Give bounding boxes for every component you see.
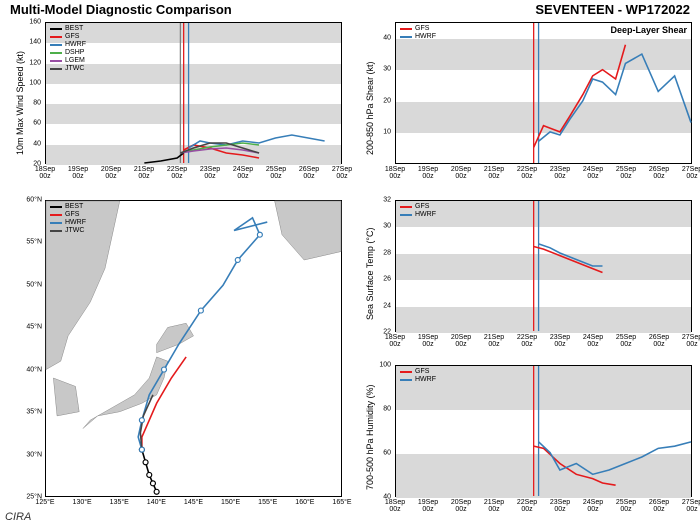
main-title: Multi-Model Diagnostic Comparison <box>10 2 232 17</box>
rh-ylabel: 700-500 hPa Humidity (%) <box>365 384 375 490</box>
shear-panel: Deep-Layer Shear GFSHWRF <box>395 22 692 164</box>
legend-item: HWRF <box>50 41 86 48</box>
legend-item: GFS <box>400 25 436 32</box>
legend-item: GFS <box>400 203 436 210</box>
storm-title: SEVENTEEN - WP172022 <box>535 2 690 17</box>
legend-item: LGEM <box>50 57 86 64</box>
legend-item: DSHP <box>50 49 86 56</box>
legend-item: BEST <box>50 25 86 32</box>
shear-ylabel: 200-850 hPa Shear (kt) <box>365 61 375 155</box>
legend-item: HWRF <box>400 211 436 218</box>
root-container: Multi-Model Diagnostic Comparison SEVENT… <box>0 0 700 525</box>
legend-item: GFS <box>50 33 86 40</box>
legend-item: HWRF <box>400 376 436 383</box>
legend-item: HWRF <box>400 33 436 40</box>
rh-panel: Mid-Level RH GFSHWRF <box>395 365 692 497</box>
legend-item: GFS <box>400 368 436 375</box>
legend-item: JTWC <box>50 65 86 72</box>
track-panel: Track BESTGFSHWRFJTWC <box>45 200 342 497</box>
intensity-panel: Intensity BESTGFSHWRFDSHPLGEMJTWC <box>45 22 342 164</box>
sst-panel: SST GFSHWRF <box>395 200 692 332</box>
logo-text: CIRA <box>5 511 31 523</box>
